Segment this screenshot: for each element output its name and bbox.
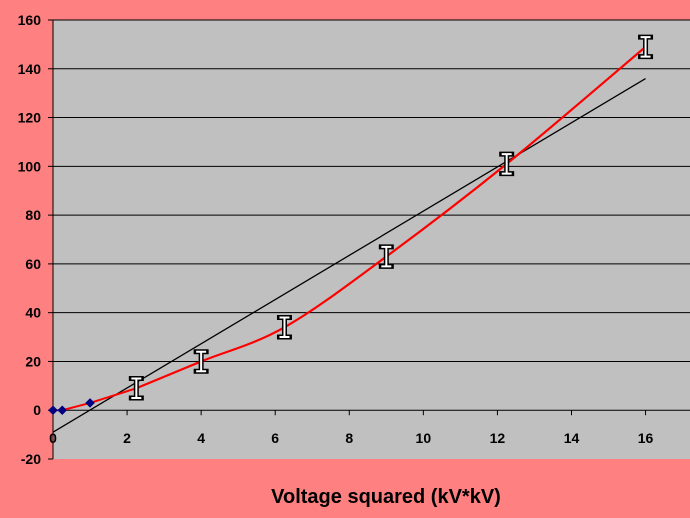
x-tick-label: 10 — [416, 430, 432, 446]
x-tick-label: 8 — [345, 430, 353, 446]
x-tick-label: 14 — [564, 430, 580, 446]
x-tick-label: 16 — [638, 430, 654, 446]
series — [48, 34, 654, 433]
error-bar-marker — [378, 244, 394, 269]
y-tick-label: 80 — [25, 207, 41, 223]
error-bar-marker — [638, 34, 654, 60]
y-tick-label: 0 — [33, 402, 41, 418]
y-tick-label: 140 — [18, 61, 42, 77]
fit-line — [52, 77, 646, 433]
y-tick-label: 20 — [25, 353, 41, 369]
y-tick-label: 40 — [25, 305, 41, 321]
diamond-marker — [48, 405, 58, 416]
diamond-marker — [57, 405, 68, 416]
x-tick-label: 0 — [49, 430, 57, 446]
y-tick-label: 60 — [25, 256, 41, 272]
error-bar-marker — [276, 315, 292, 340]
y-tick-label: 120 — [18, 110, 42, 126]
y-tick-label: 100 — [18, 158, 42, 174]
y-tick-label: 160 — [18, 12, 42, 28]
diamond-marker — [85, 398, 95, 408]
error-bar-marker — [193, 349, 209, 374]
x-tick-label: 4 — [197, 430, 205, 446]
gridlines — [53, 19, 690, 362]
x-tick-label: 2 — [123, 430, 131, 446]
error-bar-marker — [128, 376, 144, 401]
plot-area — [53, 20, 690, 459]
x-tick-label: 12 — [490, 430, 506, 446]
x-tick-label: 6 — [271, 430, 279, 446]
tick-labels: -20 0 20 40 60 80 100 120 140 160 0 2 4 6 8 10 12 14 16 — [18, 12, 654, 467]
x-axis-title: Voltage squared (kV*kV) — [271, 486, 501, 508]
y-tick-label: -20 — [21, 451, 41, 467]
error-bar-marker — [499, 151, 515, 177]
